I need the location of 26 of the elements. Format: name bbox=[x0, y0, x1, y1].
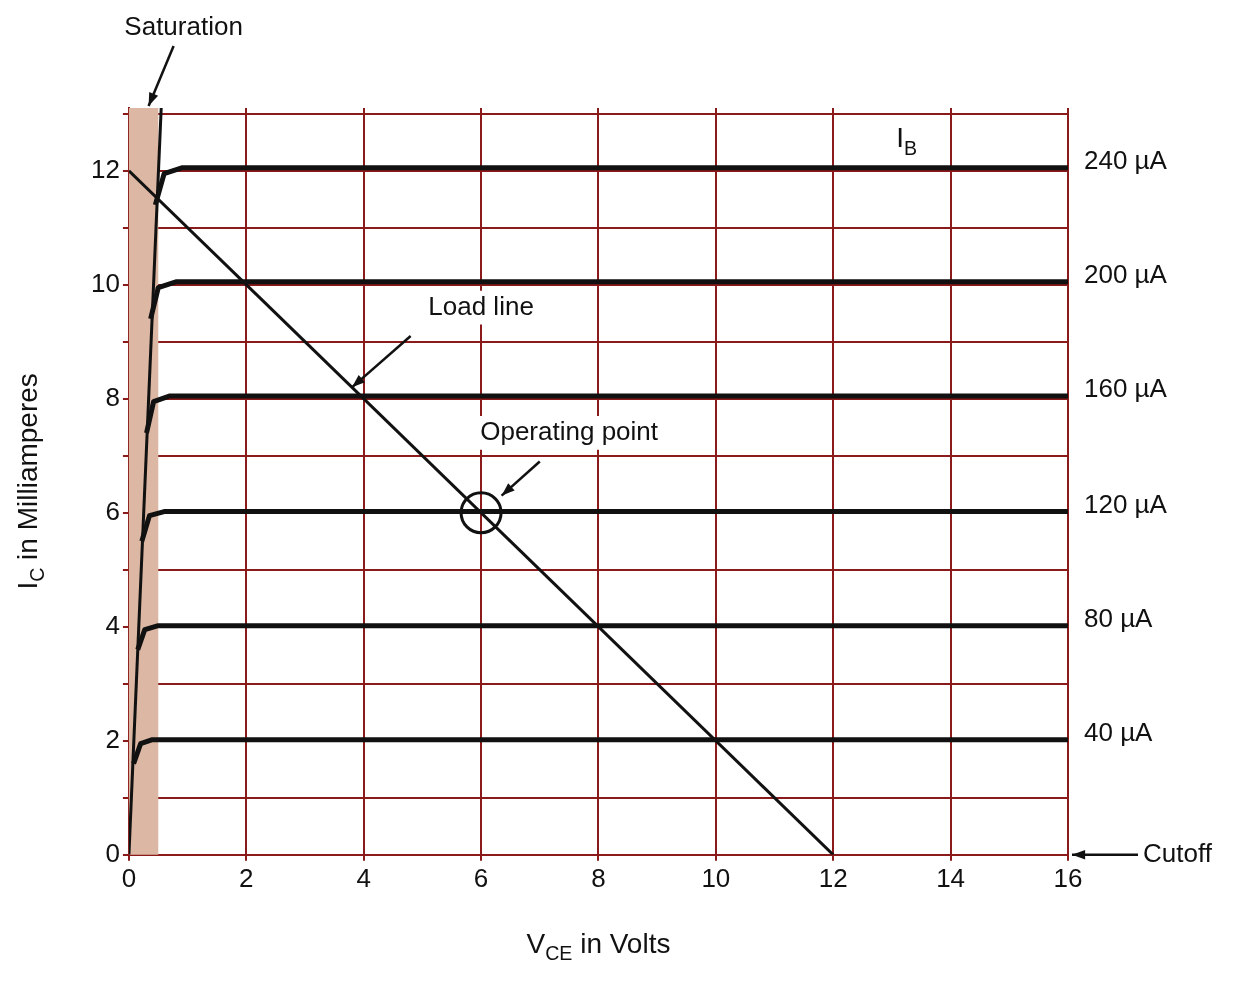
y-tick-label: 8 bbox=[105, 381, 120, 412]
x-tick-label: 6 bbox=[473, 862, 489, 893]
series-label: 80 µA bbox=[1084, 602, 1154, 633]
series-label: 240 µA bbox=[1084, 145, 1168, 176]
x-tick-label: 12 bbox=[818, 862, 848, 893]
y-tick-label: 0 bbox=[105, 837, 120, 868]
x-tick-label: 16 bbox=[1053, 862, 1083, 893]
annotation: Load line bbox=[428, 290, 534, 321]
x-tick-label: 2 bbox=[239, 862, 254, 893]
text: Cutoff bbox=[1143, 837, 1213, 868]
band-label: Saturation bbox=[124, 11, 243, 42]
y-tick-label: 6 bbox=[105, 495, 120, 526]
series-label: 200 µA bbox=[1084, 259, 1168, 290]
y-tick-label: 10 bbox=[91, 267, 120, 298]
y-tick-label: 2 bbox=[105, 723, 120, 754]
x-tick-label: 10 bbox=[701, 862, 731, 893]
y-tick-label: 4 bbox=[105, 609, 120, 640]
y-tick-label: 12 bbox=[91, 153, 120, 184]
annotation: Operating point bbox=[480, 416, 659, 447]
y-axis-title: IC in Milliamperes bbox=[11, 373, 49, 590]
x-tick-label: 4 bbox=[356, 862, 371, 893]
series-label: 160 µA bbox=[1084, 373, 1168, 404]
series-label: 120 µA bbox=[1084, 488, 1168, 519]
series-label: 40 µA bbox=[1084, 716, 1154, 747]
x-tick-label: 8 bbox=[591, 862, 606, 893]
x-tick-label: 14 bbox=[936, 862, 966, 893]
